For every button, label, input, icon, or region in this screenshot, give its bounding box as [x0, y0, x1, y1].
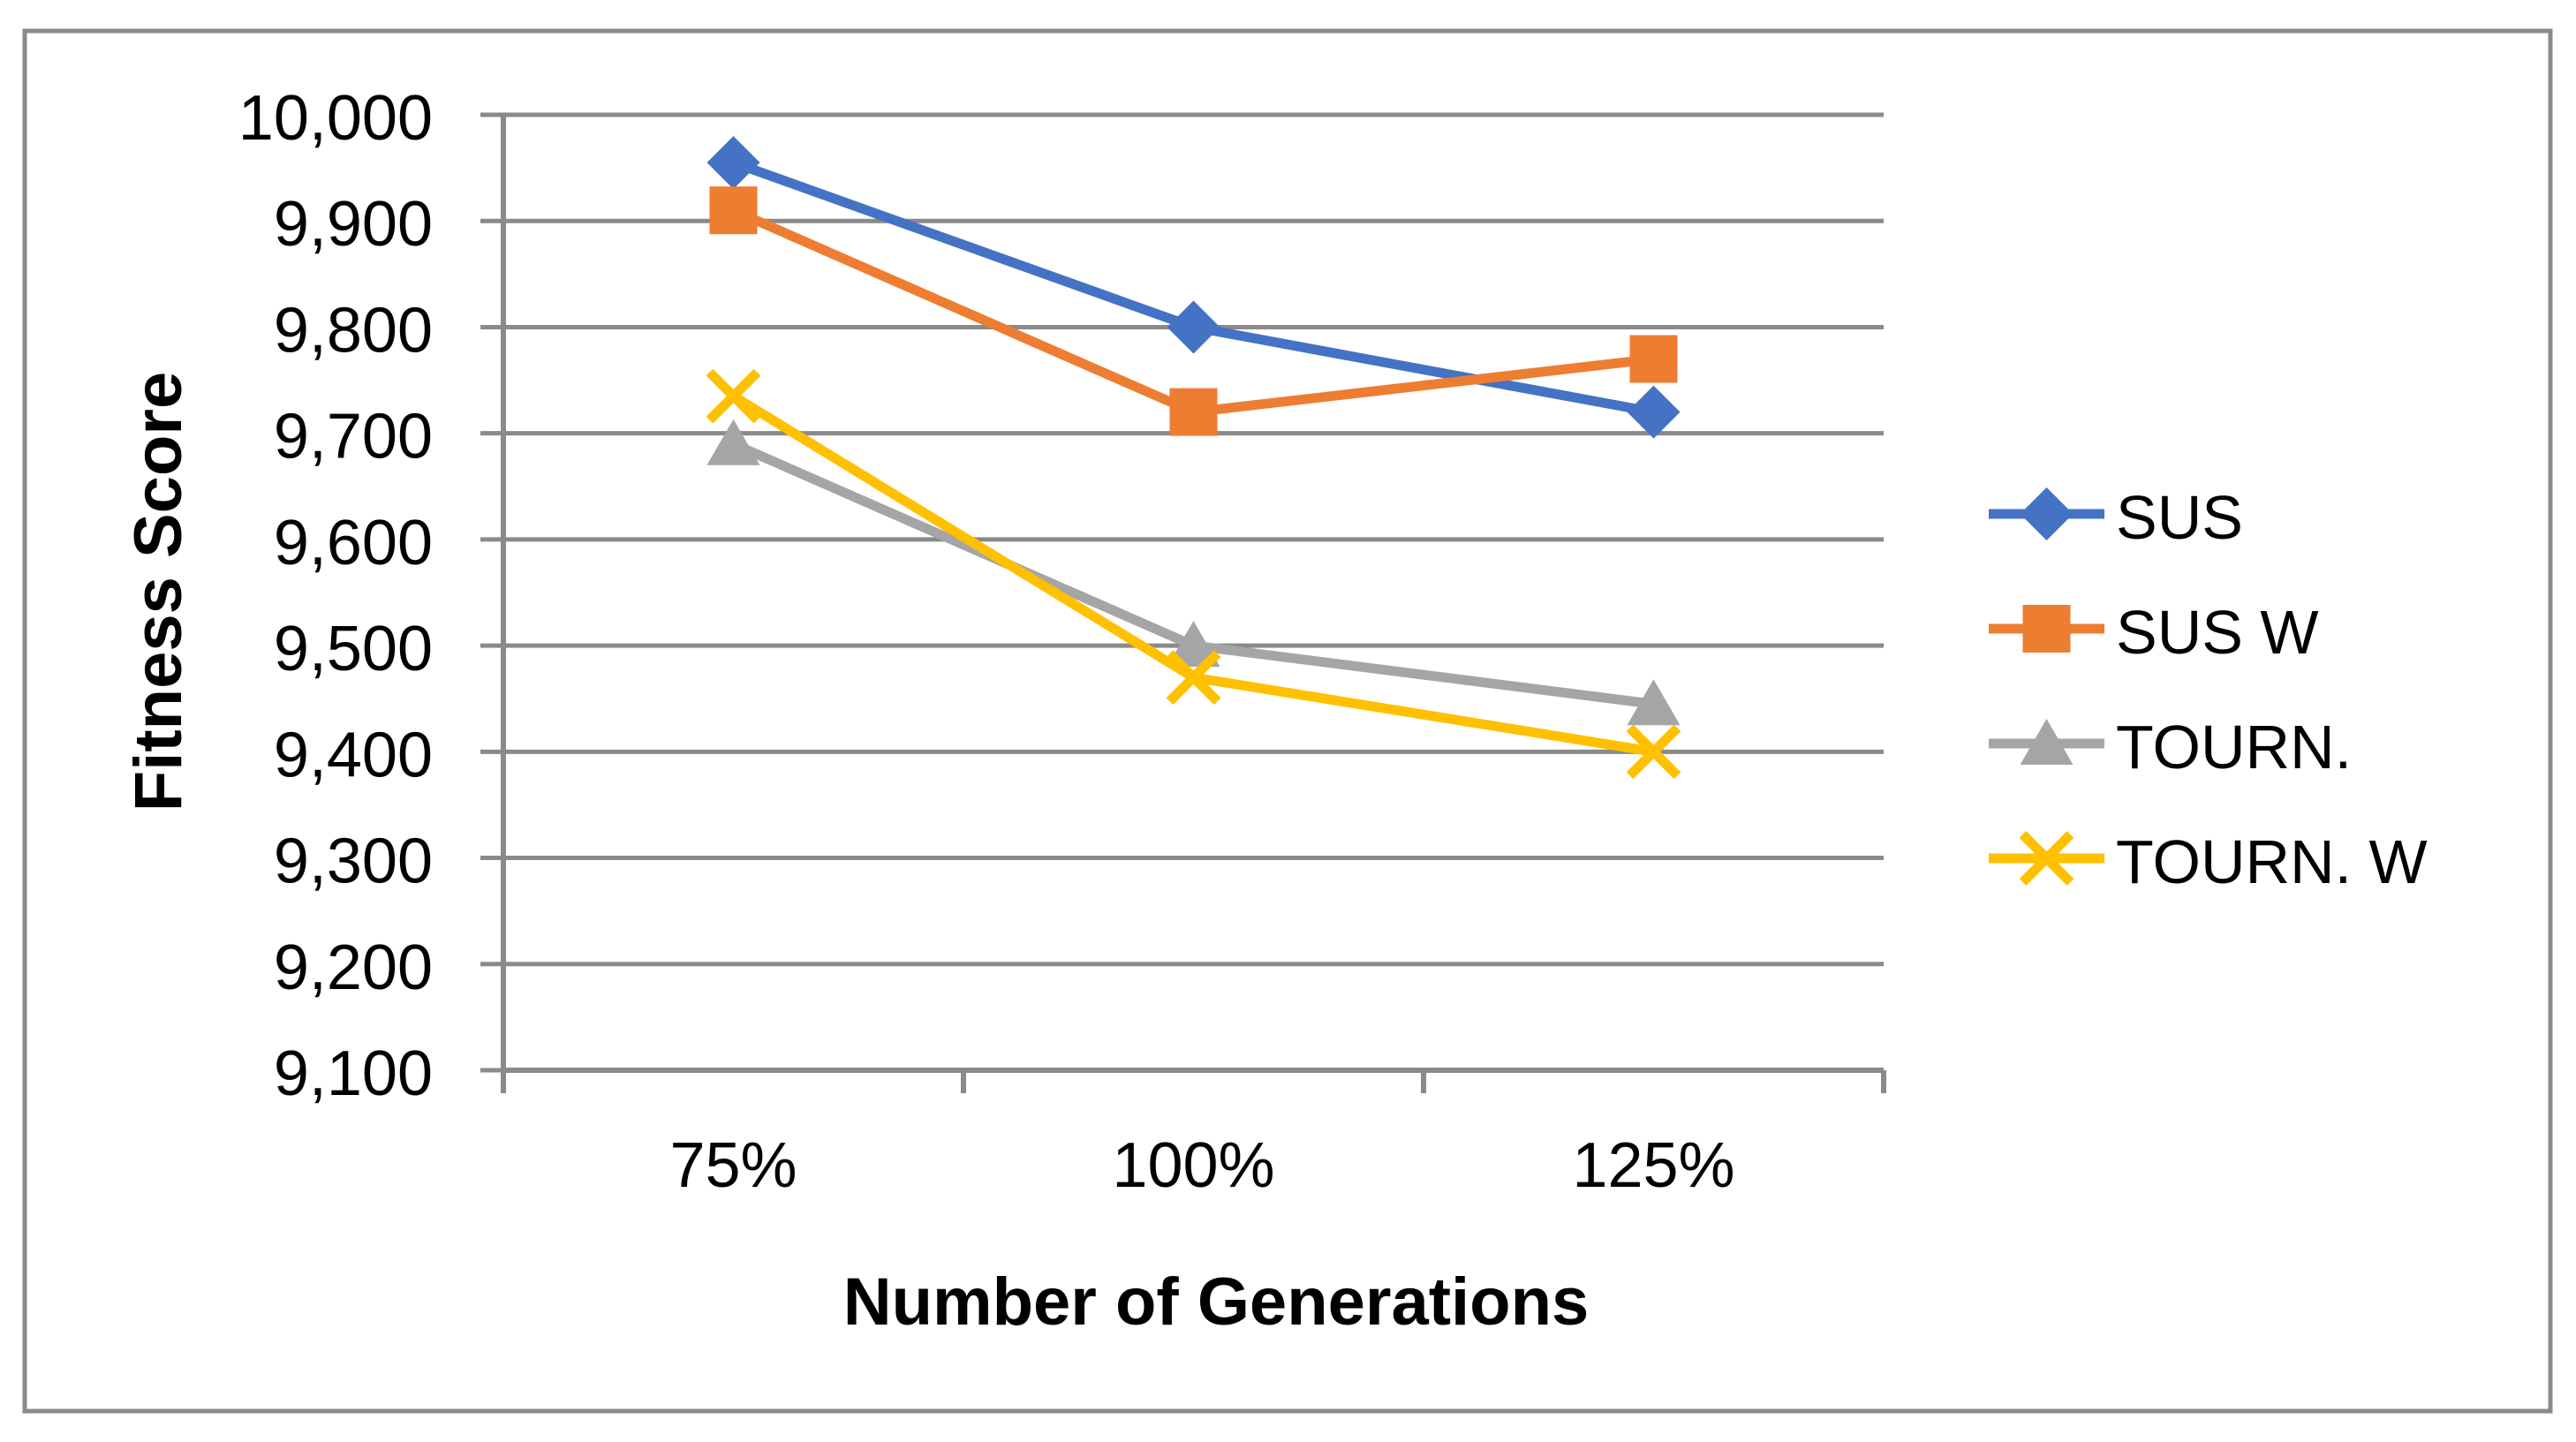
y-tick-label: 9,500 — [274, 614, 433, 684]
legend-label: TOURN. W — [2116, 827, 2428, 896]
y-tick-label: 9,900 — [274, 189, 433, 260]
square-marker — [709, 186, 758, 235]
legend-label: SUS — [2116, 483, 2243, 552]
triangle-marker — [706, 419, 760, 465]
y-tick-label: 9,200 — [274, 932, 433, 1003]
x-axis-title: Number of Generations — [843, 1265, 1590, 1340]
legend-item: SUS — [1989, 483, 2243, 552]
y-axis-title: Fitness Score — [121, 372, 196, 812]
x-tick-label: 75% — [669, 1130, 797, 1201]
diamond-marker — [1627, 385, 1681, 439]
x-tick-label: 125% — [1572, 1130, 1734, 1201]
y-tick-label: 9,400 — [274, 720, 433, 790]
diamond-marker — [706, 136, 760, 190]
triangle-marker — [1627, 679, 1681, 726]
x-marker — [706, 368, 761, 424]
diamond-marker — [1167, 300, 1220, 354]
y-tick-label: 10,000 — [238, 83, 433, 154]
triangle-marker — [1167, 621, 1220, 668]
diamond-marker — [2020, 487, 2074, 540]
x-marker — [1166, 650, 1221, 706]
legend-label: TOURN. — [2116, 713, 2352, 781]
x-marker — [1626, 724, 1681, 780]
legend-label: SUS W — [2116, 598, 2318, 667]
y-tick-label: 9,600 — [274, 508, 433, 578]
square-marker — [2022, 605, 2071, 653]
y-tick-label: 9,300 — [274, 827, 433, 897]
square-marker — [1169, 388, 1218, 436]
legend-item: SUS W — [1989, 598, 2318, 667]
square-marker — [1629, 335, 1678, 383]
y-tick-label: 9,100 — [274, 1038, 433, 1109]
triangle-marker — [2020, 719, 2074, 765]
y-tick-label: 9,700 — [274, 402, 433, 472]
legend-item: TOURN. — [1989, 713, 2352, 781]
x-tick-label: 100% — [1112, 1130, 1274, 1201]
y-tick-label: 9,800 — [274, 295, 433, 366]
chart-border — [22, 28, 2553, 1414]
legend-item: TOURN. W — [1989, 827, 2428, 896]
x-marker — [2019, 831, 2074, 886]
